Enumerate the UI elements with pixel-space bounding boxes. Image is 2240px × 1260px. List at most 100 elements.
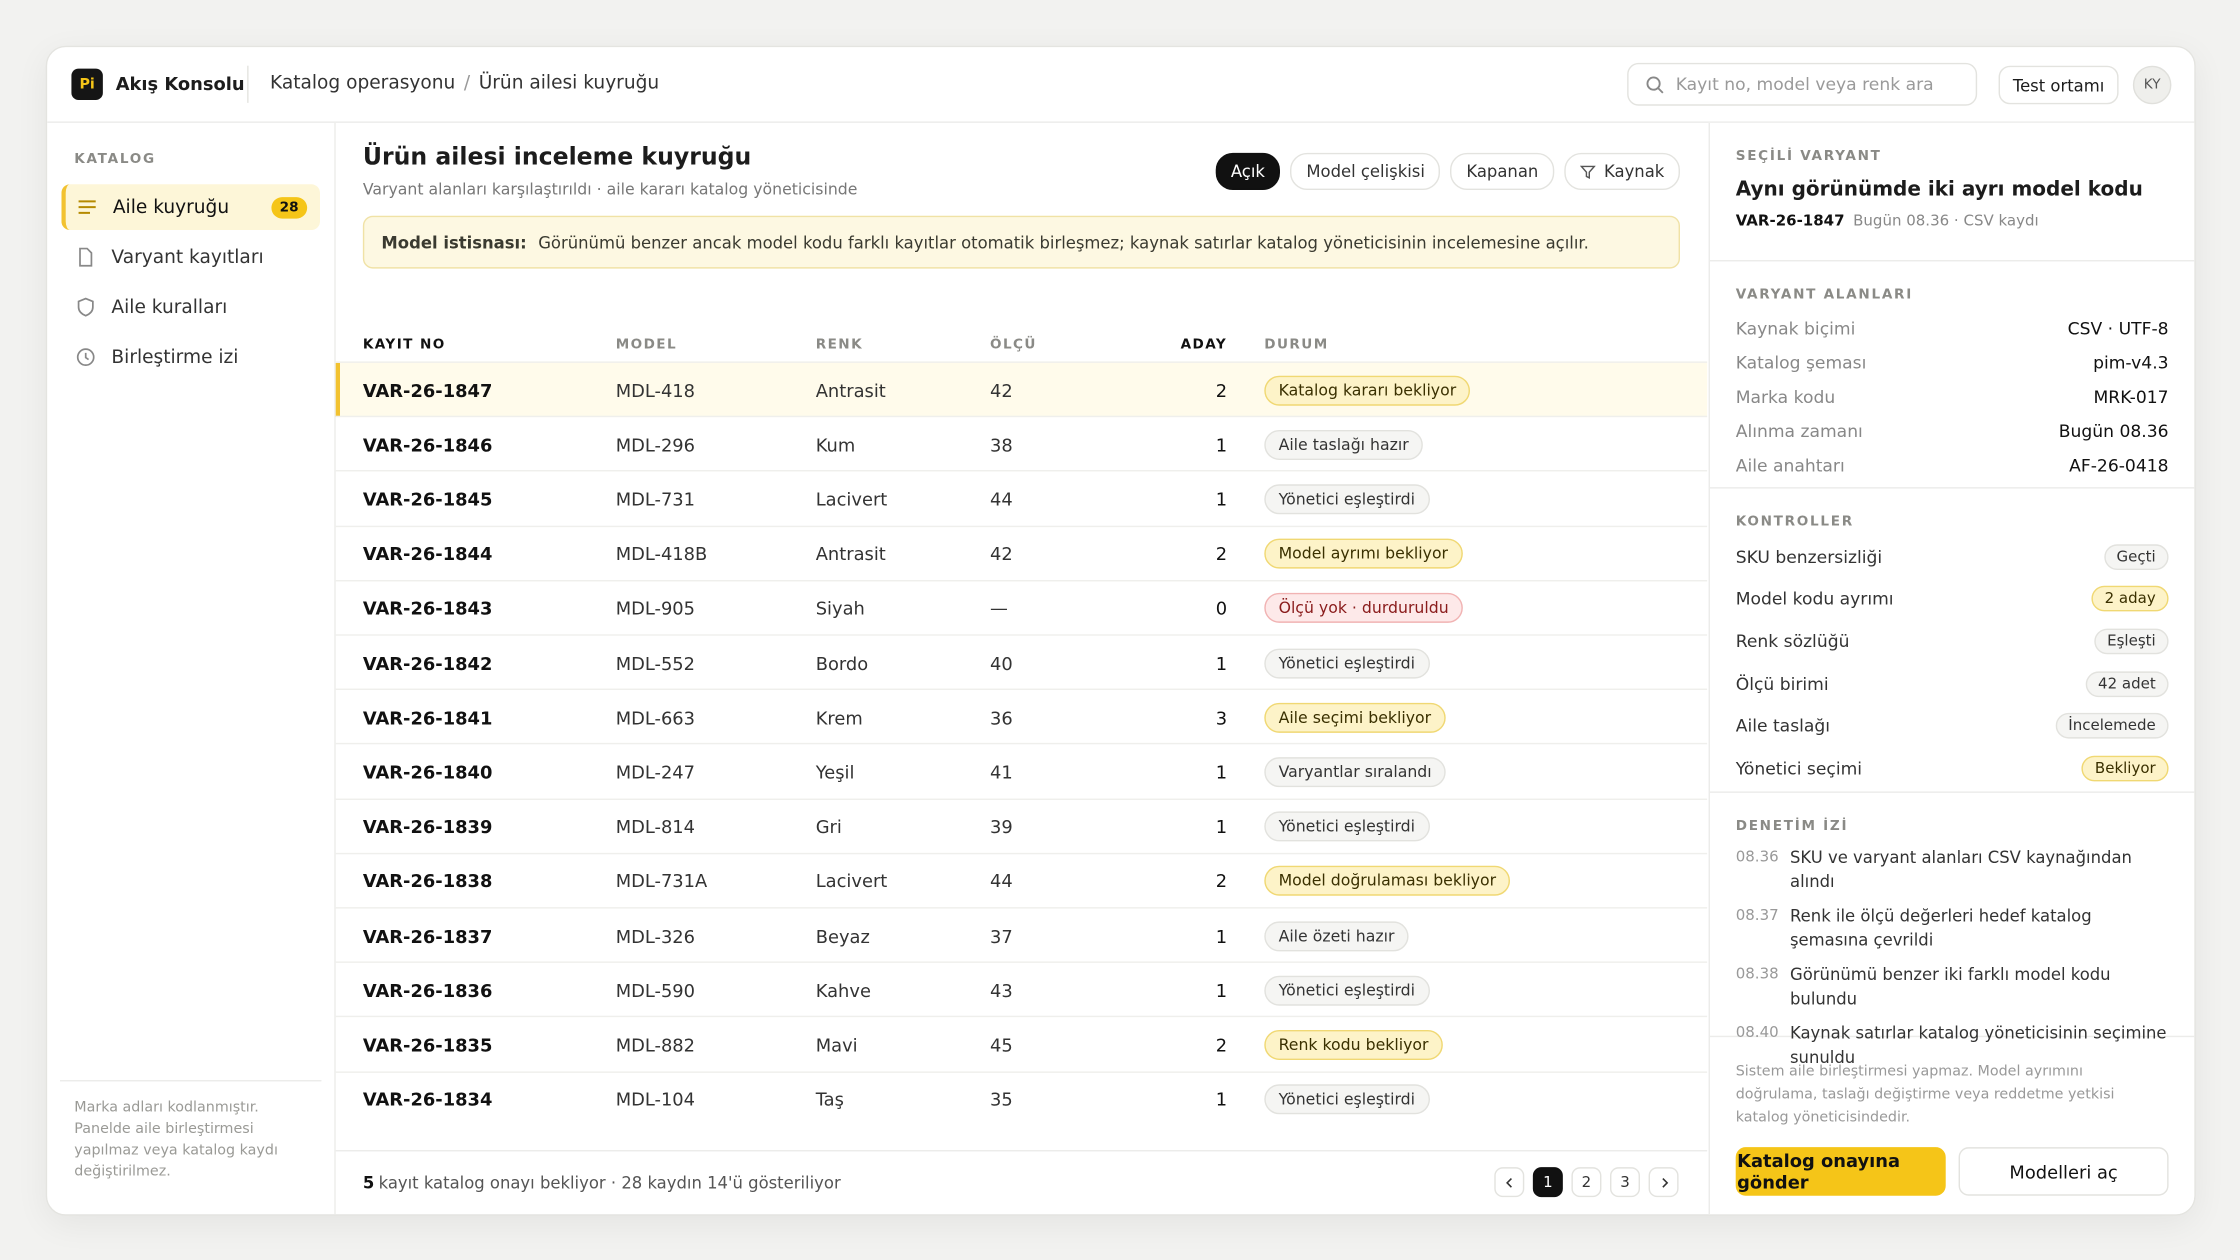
cell-size: 44	[989, 488, 1013, 510]
primary-button[interactable]: Katalog onayına gönder	[1735, 1147, 1946, 1196]
table-row[interactable]: VAR-26-1843 MDL-905 Siyah — 0 Ölçü yok · durd…	[335, 579, 1708, 636]
cell-model: MDL-731	[615, 488, 696, 510]
field-value: pim-v4.3	[2093, 352, 2169, 373]
status-pill: Aile taslağı hazır	[1264, 429, 1423, 460]
cell-size: 35	[989, 1088, 1013, 1111]
cell-status: Aile taslağı hazır	[1264, 417, 1423, 471]
nav-item[interactable]: Aile kuralları	[61, 284, 320, 330]
cell-status: Yönetici eşleştirdi	[1264, 1072, 1430, 1126]
footer-count: 5	[362, 1172, 375, 1193]
audit-row: 08.38 Görünümü benzer iki farklı model ko…	[1736, 963, 2169, 1012]
secondary-button[interactable]: Modelleri aç	[1958, 1147, 2169, 1196]
cell-status: Model doğrulaması bekliyor	[1264, 854, 1511, 908]
audit-text: SKU ve varyant alanları CSV kaynağından …	[1789, 847, 2132, 892]
cell-id: VAR-26-1847	[362, 379, 493, 401]
panel-meta: VAR-26-1847 Bugün 08.36 · CSV kaydı	[1736, 213, 2169, 230]
field-label: Aile anahtarı	[1735, 455, 1845, 476]
sidebar: KATALOG Aile kuyruğu 28 Varyant kayıtlar…	[47, 122, 336, 1215]
avatar[interactable]: KY	[2132, 65, 2172, 105]
cell-size: 45	[989, 1034, 1013, 1056]
filter-chip[interactable]: Model çelişkisi	[1290, 152, 1441, 190]
cell-status: Yönetici eşleştirdi	[1264, 636, 1430, 690]
notice-text: Görünümü benzer ancak model kodu farklı …	[538, 232, 1589, 253]
cell-color: Antrasit	[815, 379, 886, 401]
table-row[interactable]: VAR-26-1835 MDL-882 Mavi 45 2 Renk kodu bekli…	[335, 1016, 1708, 1072]
table-row[interactable]: VAR-26-1846 MDL-296 Kum 38 1 Aile taslağı haz…	[335, 415, 1708, 472]
top-bar: Pi Akış Konsolu Katalog operasyonu / Ürün …	[47, 47, 2195, 123]
audit-time: 08.38	[1735, 965, 1779, 983]
status-pill: Yönetici eşleştirdi	[1264, 647, 1430, 678]
cell-size: 40	[989, 652, 1013, 674]
table-row[interactable]: VAR-26-1844 MDL-418B Antrasit 42 2 Model ayrı…	[335, 525, 1708, 581]
sidebar-note: Marka adları kodlanmıştır. Panelde aile …	[59, 1079, 322, 1183]
cell-candidates: 1	[1215, 652, 1228, 674]
cell-status: Varyantlar sıralandı	[1264, 745, 1446, 799]
nav-item[interactable]: Aile kuyruğu 28	[61, 184, 320, 230]
breadcrumb-item: Ürün ailesi kuyruğu	[478, 72, 660, 95]
page-button[interactable]: 1	[1532, 1167, 1563, 1198]
table-row[interactable]: VAR-26-1838 MDL-731A Lacivert 44 2 Model doğr…	[335, 852, 1708, 909]
panel-note: Sistem aile birleştirmesi yapmaz. Model …	[1735, 1064, 2115, 1126]
status-pill: Ölçü yok · durduruldu	[1264, 593, 1463, 624]
table-row[interactable]: VAR-26-1836 MDL-590 Kahve 43 1 Yönetici eşleş…	[335, 961, 1708, 1018]
app-window: Pi Akış Konsolu Katalog operasyonu / Ürün …	[45, 45, 2196, 1216]
cell-size: 37	[989, 924, 1013, 947]
filter-chip[interactable]: Kapanan	[1450, 152, 1555, 190]
field-value: AF-26-0418	[2069, 455, 2169, 476]
column-header: KAYIT NO	[362, 336, 446, 353]
record-id: VAR-26-1847	[1735, 212, 1845, 230]
status-pill: Yönetici eşleştirdi	[1264, 811, 1430, 842]
filter-label: Kaynak	[1604, 161, 1665, 182]
icon	[77, 297, 94, 317]
nav-item[interactable]: Birleştirme izi	[61, 334, 320, 380]
check-label: Model kodu ayrımı	[1735, 589, 1894, 610]
filter-chip[interactable]: Açık	[1215, 152, 1281, 190]
status-pill: Yönetici eşleştirdi	[1264, 1084, 1430, 1115]
table-row[interactable]: VAR-26-1840 MDL-247 Yeşil 41 1 Varyantlar sır…	[335, 743, 1708, 799]
table-row[interactable]: VAR-26-1842 MDL-552 Bordo 40 1 Yönetici eşleş…	[335, 634, 1708, 690]
check-label: Renk sözlüğü	[1735, 631, 1850, 652]
nav-item[interactable]: Varyant kayıtları	[61, 234, 320, 280]
status-pill: Varyantlar sıralandı	[1264, 756, 1446, 787]
panel-section: VARYANT ALANLARI Kaynak biçimi CSV · UTF-…	[1709, 261, 2195, 489]
cell-id: VAR-26-1843	[362, 597, 493, 619]
notice-label: Model istisnası:	[381, 232, 527, 253]
cell-model: MDL-731A	[615, 870, 708, 892]
check-label: Yönetici seçimi	[1735, 758, 1863, 779]
panel-section: KONTROLLER SKU benzersizliği Geçti Model k…	[1709, 489, 2195, 793]
cell-candidates: 2	[1215, 1034, 1228, 1056]
search-box[interactable]: Kayıt no, model veya renk ara	[1627, 62, 1978, 106]
cell-status: Ölçü yok · durduruldu	[1264, 581, 1463, 635]
cell-candidates: 2	[1215, 870, 1228, 892]
environment-button[interactable]: Test ortamı	[1998, 65, 2119, 105]
table-row[interactable]: VAR-26-1841 MDL-663 Krem 36 3 Aile seçimi bek…	[335, 688, 1708, 745]
breadcrumb-item[interactable]: Katalog operasyonu	[269, 72, 456, 95]
next-page[interactable]	[1648, 1167, 1679, 1198]
cell-candidates: 1	[1215, 1088, 1228, 1111]
table-row[interactable]: VAR-26-1847 MDL-418 Antrasit 42 2 Katalog kar…	[335, 361, 1708, 418]
field-row: Aile anahtarı AF-26-0418	[1736, 449, 2169, 483]
cell-id: VAR-26-1846	[362, 433, 493, 456]
cell-model: MDL-418	[615, 379, 696, 401]
cell-candidates: 1	[1215, 761, 1228, 783]
cell-status: Aile seçimi bekliyor	[1264, 690, 1446, 744]
table-row[interactable]: VAR-26-1834 MDL-104 Taş 35 1 Yönetici eşleşti…	[335, 1070, 1708, 1127]
cell-model: MDL-552	[615, 652, 696, 674]
table-row[interactable]: VAR-26-1837 MDL-326 Beyaz 37 1 Aile özeti haz…	[335, 907, 1708, 963]
table-row[interactable]: VAR-26-1839 MDL-814 Gri 39 1 Yönetici eşleşti…	[335, 797, 1708, 854]
cell-model: MDL-104	[615, 1088, 696, 1111]
table-header: KAYIT NO MODEL RENK ÖLÇÜ ADAY DURUM	[336, 327, 1707, 361]
cell-model: MDL-590	[615, 979, 696, 1001]
check-pill: İncelemede	[2055, 713, 2169, 739]
cell-status: Renk kodu bekliyor	[1264, 1018, 1443, 1072]
page-button[interactable]: 3	[1609, 1167, 1640, 1198]
cell-size: —	[989, 597, 1008, 619]
prev-page[interactable]	[1494, 1167, 1525, 1198]
cell-size: 44	[989, 870, 1013, 892]
filter-chip[interactable]: Kaynak	[1564, 152, 1680, 190]
page-button[interactable]: 2	[1571, 1167, 1602, 1198]
table-row[interactable]: VAR-26-1845 MDL-731 Lacivert 44 1 Yönetici eş…	[335, 470, 1708, 527]
audit-row: 08.36 SKU ve varyant alanları CSV kaynağı…	[1736, 846, 2169, 895]
